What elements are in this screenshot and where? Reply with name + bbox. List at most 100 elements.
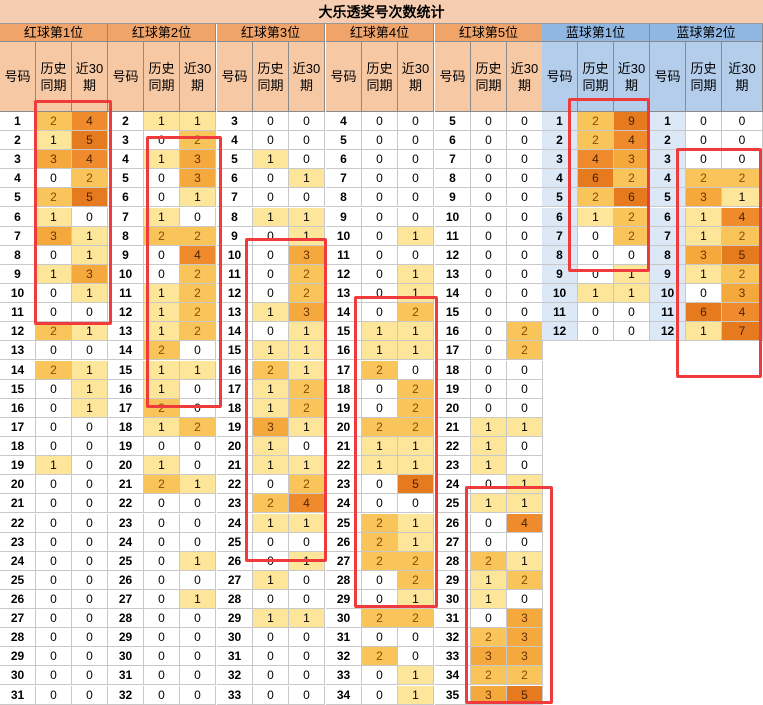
ball-number: 20 [435, 399, 471, 418]
ball-number: 20 [326, 418, 362, 437]
ball-number: 15 [326, 322, 362, 341]
recent-count: 1 [398, 456, 434, 475]
history-count: 1 [362, 456, 398, 475]
history-count: 2 [144, 227, 180, 246]
history-count: 0 [471, 112, 507, 131]
recent-count: 2 [398, 418, 434, 437]
recent-count: 0 [289, 112, 325, 131]
recent-count: 0 [507, 361, 543, 380]
history-count: 2 [362, 647, 398, 666]
history-count: 2 [36, 361, 72, 380]
recent-count: 5 [398, 475, 434, 494]
ball-number: 7 [217, 188, 253, 207]
history-count: 1 [36, 265, 72, 284]
ball-number: 21 [0, 494, 36, 513]
ball-number: 9 [542, 265, 578, 284]
ball-number: 17 [0, 418, 36, 437]
history-count: 0 [253, 475, 289, 494]
history-count: 1 [686, 322, 722, 341]
history-count: 0 [36, 494, 72, 513]
history-count: 2 [253, 494, 289, 513]
ball-number: 33 [217, 686, 253, 705]
history-count: 0 [36, 341, 72, 360]
ball-number: 32 [108, 686, 144, 705]
recent-count: 1 [398, 686, 434, 705]
ball-number: 5 [650, 188, 686, 207]
history-count: 0 [36, 284, 72, 303]
ball-number: 7 [435, 150, 471, 169]
history-count: 3 [36, 227, 72, 246]
recent-count: 2 [614, 169, 650, 188]
recent-count: 2 [614, 227, 650, 246]
history-count: 1 [578, 284, 614, 303]
ball-number: 1 [0, 112, 36, 131]
history-count: 1 [144, 361, 180, 380]
history-count: 3 [471, 647, 507, 666]
ball-number: 22 [326, 456, 362, 475]
recent-count: 1 [398, 590, 434, 609]
ball-number: 11 [108, 284, 144, 303]
history-count: 0 [471, 303, 507, 322]
ball-number: 9 [326, 208, 362, 227]
ball-number: 30 [326, 609, 362, 628]
recent-count: 2 [289, 284, 325, 303]
history-count: 1 [686, 265, 722, 284]
history-count: 0 [362, 571, 398, 590]
history-count: 0 [144, 131, 180, 150]
recent-count: 4 [722, 208, 763, 227]
history-count: 0 [362, 399, 398, 418]
recent-count: 0 [180, 647, 216, 666]
recent-count: 2 [722, 169, 763, 188]
history-count: 0 [362, 227, 398, 246]
recent-count: 0 [289, 571, 325, 590]
history-count: 1 [253, 341, 289, 360]
ball-number: 34 [435, 666, 471, 685]
recent-count: 3 [289, 303, 325, 322]
ball-number: 18 [0, 437, 36, 456]
history-count: 0 [253, 590, 289, 609]
history-count: 0 [253, 552, 289, 571]
history-count: 1 [144, 208, 180, 227]
ball-number: 31 [435, 609, 471, 628]
recent-count: 0 [614, 246, 650, 265]
ball-number: 15 [435, 303, 471, 322]
recent-count: 0 [180, 437, 216, 456]
history-col-header: 历史 同期 [253, 42, 289, 112]
ball-number: 13 [0, 341, 36, 360]
group-header: 红球第5位 [435, 24, 543, 42]
history-count: 0 [471, 609, 507, 628]
recent-count: 0 [398, 494, 434, 513]
recent-count: 0 [507, 437, 543, 456]
ball-number: 12 [108, 303, 144, 322]
recent-count: 0 [72, 475, 108, 494]
recent-count: 1 [398, 265, 434, 284]
ball-number: 12 [542, 322, 578, 341]
history-count: 2 [144, 475, 180, 494]
history-count: 0 [36, 628, 72, 647]
recent-count: 1 [398, 284, 434, 303]
recent-count: 1 [507, 418, 543, 437]
history-count: 0 [471, 208, 507, 227]
ball-number: 28 [108, 609, 144, 628]
ball-number: 3 [0, 150, 36, 169]
ball-number: 16 [217, 361, 253, 380]
ball-number: 31 [326, 628, 362, 647]
history-count: 0 [253, 112, 289, 131]
recent-count: 0 [72, 647, 108, 666]
ball-number: 28 [217, 590, 253, 609]
recent-count: 0 [507, 380, 543, 399]
ball-number: 20 [108, 456, 144, 475]
history-count: 1 [253, 150, 289, 169]
history-count: 0 [686, 131, 722, 150]
ball-number: 5 [435, 112, 471, 131]
recent-count: 0 [398, 150, 434, 169]
history-count: 0 [471, 284, 507, 303]
recent-count: 1 [72, 284, 108, 303]
recent-count: 0 [289, 533, 325, 552]
ball-number: 4 [650, 169, 686, 188]
group-header: 红球第3位 [217, 24, 325, 42]
history-count: 0 [578, 303, 614, 322]
ball-number: 26 [0, 590, 36, 609]
recent-count: 0 [180, 494, 216, 513]
history-count: 2 [578, 188, 614, 207]
